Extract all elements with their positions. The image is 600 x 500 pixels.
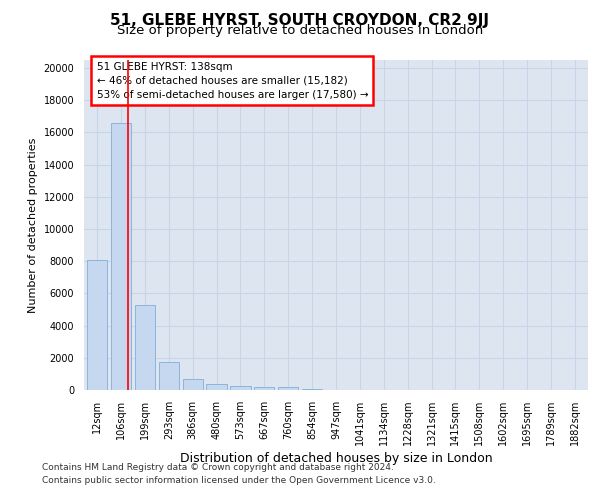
Y-axis label: Number of detached properties: Number of detached properties bbox=[28, 138, 38, 312]
Text: Size of property relative to detached houses in London: Size of property relative to detached ho… bbox=[117, 24, 483, 37]
Bar bbox=[278, 387, 298, 390]
Text: 51, GLEBE HYRST, SOUTH CROYDON, CR2 9JJ: 51, GLEBE HYRST, SOUTH CROYDON, CR2 9JJ bbox=[110, 12, 490, 28]
Bar bbox=[111, 123, 131, 390]
Bar bbox=[302, 389, 322, 390]
Bar bbox=[230, 386, 251, 390]
Bar bbox=[87, 260, 107, 390]
Bar bbox=[182, 378, 203, 390]
Bar bbox=[206, 384, 227, 390]
X-axis label: Distribution of detached houses by size in London: Distribution of detached houses by size … bbox=[179, 452, 493, 465]
Bar bbox=[254, 386, 274, 390]
Bar bbox=[135, 304, 155, 390]
Bar bbox=[158, 362, 179, 390]
Text: Contains HM Land Registry data © Crown copyright and database right 2024.: Contains HM Land Registry data © Crown c… bbox=[42, 464, 394, 472]
Text: 51 GLEBE HYRST: 138sqm
← 46% of detached houses are smaller (15,182)
53% of semi: 51 GLEBE HYRST: 138sqm ← 46% of detached… bbox=[97, 62, 368, 100]
Text: Contains public sector information licensed under the Open Government Licence v3: Contains public sector information licen… bbox=[42, 476, 436, 485]
